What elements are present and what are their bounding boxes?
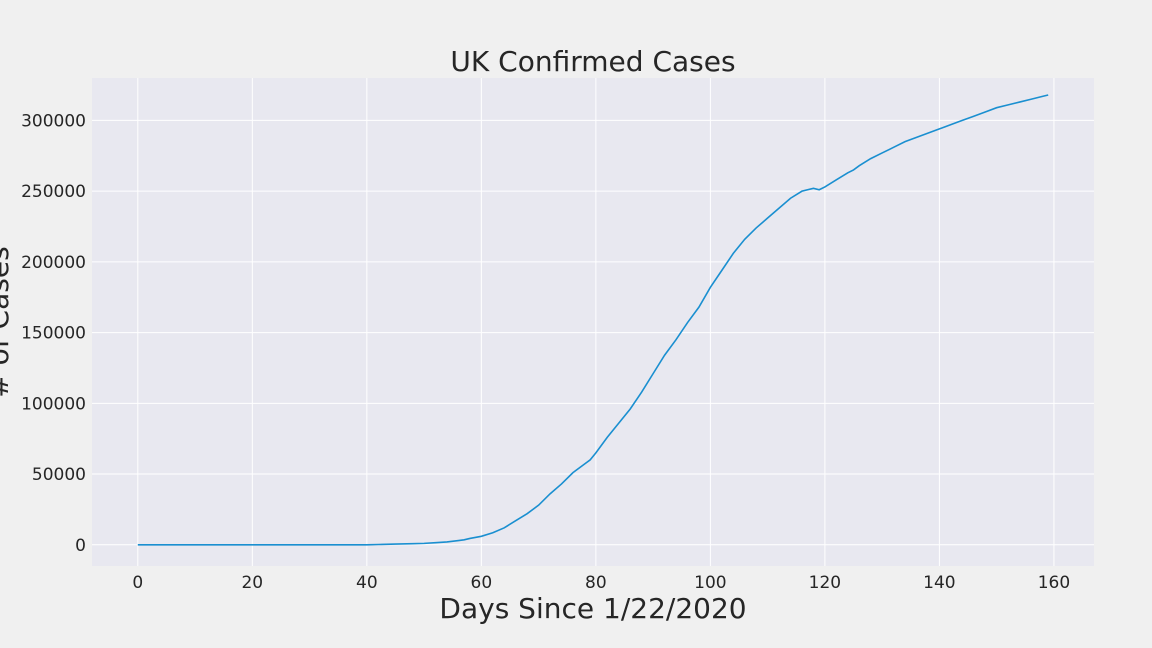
y-tick-label: 100000 [21,394,86,414]
chart-title: UK Confirmed Cases [450,45,735,78]
x-tick-label: 80 [585,573,607,593]
x-tick-label: 40 [356,573,378,593]
y-tick-label: 300000 [21,111,86,131]
y-tick-labels: 0 50000 100000 150000 200000 250000 300000 [21,111,86,555]
x-tick-label: 60 [471,573,493,593]
x-tick-label: 0 [132,573,143,593]
x-tick-labels: 0 20 40 60 80 100 120 140 160 [132,573,1070,593]
y-axis-label: # of Cases [0,246,15,397]
plot-area [92,78,1094,566]
y-tick-label: 200000 [21,253,86,273]
x-tick-label: 20 [241,573,263,593]
x-axis-label: Days Since 1/22/2020 [439,592,746,625]
x-tick-label: 140 [923,573,955,593]
x-tick-label: 160 [1038,573,1070,593]
series-line-uk-cases [137,94,1049,546]
x-tick-label: 120 [809,573,841,593]
y-grid [92,119,1094,546]
y-tick-label: 0 [75,536,86,556]
y-tick-label: 50000 [32,465,86,485]
x-grid [137,78,1055,566]
y-tick-label: 250000 [21,182,86,202]
y-tick-label: 150000 [21,324,86,344]
x-tick-label: 100 [694,573,726,593]
